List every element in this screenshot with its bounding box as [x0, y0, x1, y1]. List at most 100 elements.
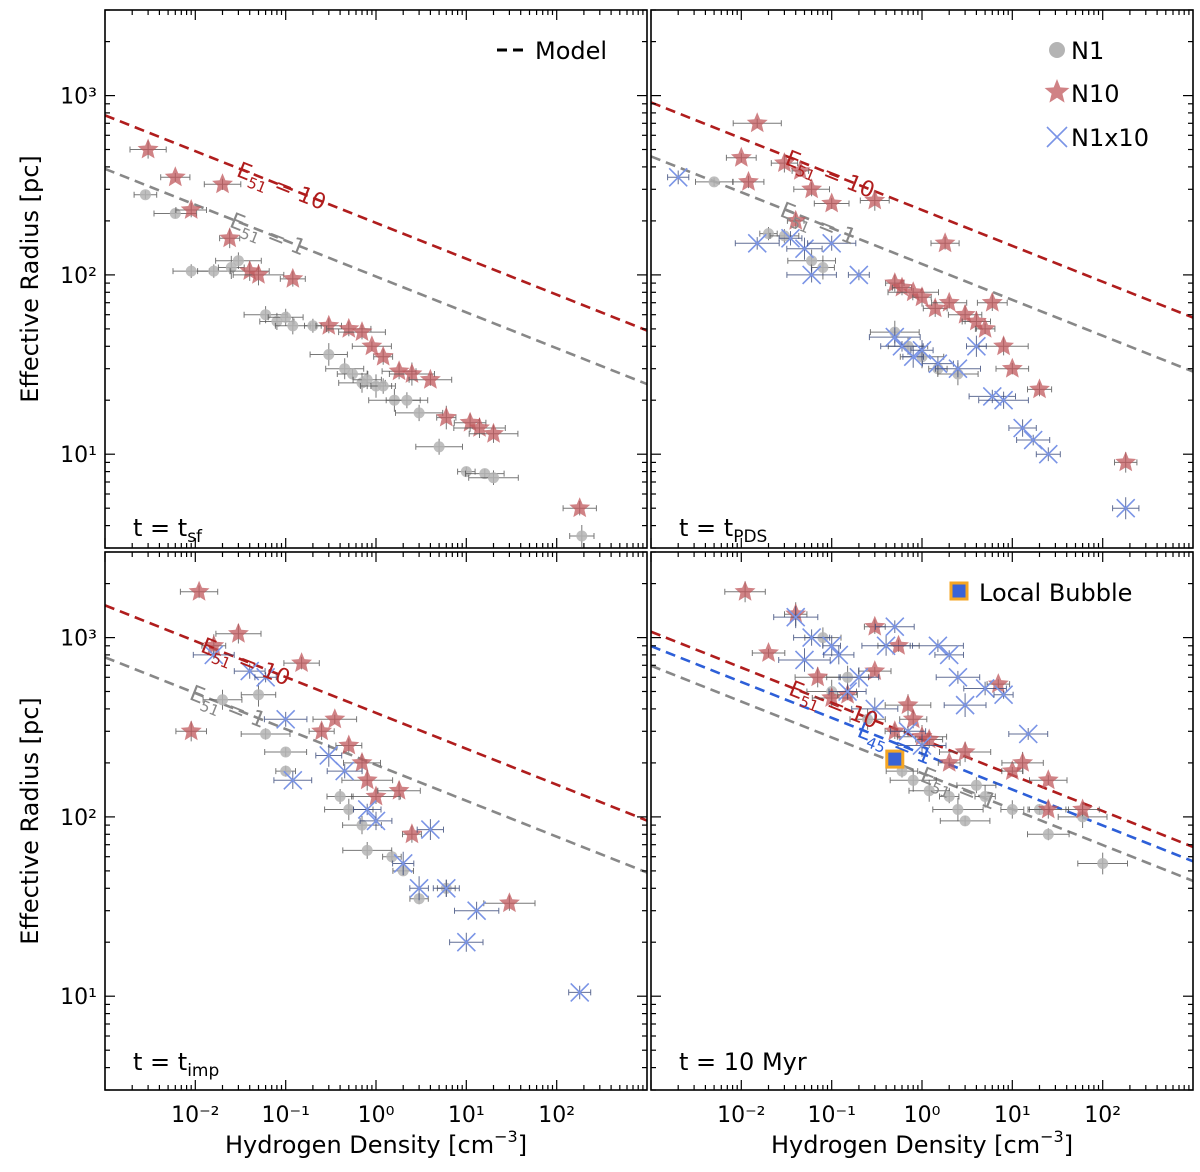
x-tick-label: 10⁻² [171, 1103, 219, 1128]
point-n1 [415, 438, 463, 455]
legend-n1x10-marker [1046, 126, 1068, 148]
n1x10-marker [319, 745, 339, 766]
point-n1 [1027, 828, 1070, 841]
n1-marker [806, 255, 818, 267]
point-n10 [922, 297, 948, 318]
n10-marker [164, 166, 186, 187]
point-n1x10 [968, 386, 1016, 407]
n1-marker [225, 262, 237, 273]
point-n1 [468, 470, 519, 485]
point-n10 [931, 291, 968, 312]
point-n1x10 [861, 635, 911, 656]
y-tick-label: 10¹ [60, 443, 97, 468]
point-n1x10 [822, 635, 842, 657]
x-tick-label: 10⁻¹ [261, 1103, 309, 1128]
x-tick-label: 10² [538, 1103, 575, 1128]
n1x10-marker [794, 239, 815, 259]
model-lines [105, 114, 647, 386]
point-n10 [351, 785, 401, 806]
n1-marker [339, 363, 351, 375]
point-n1x10 [454, 901, 500, 921]
n10-marker [1115, 451, 1137, 472]
n1x10-marker [994, 685, 1014, 705]
point-n10 [937, 751, 961, 772]
point-n1x10 [449, 932, 484, 952]
point-n1x10 [851, 697, 899, 721]
point-n1 [569, 525, 595, 547]
n10-marker [1037, 798, 1059, 819]
n10-marker [730, 146, 752, 167]
n1x10-marker [982, 386, 1002, 407]
point-n1 [274, 317, 311, 335]
point-n1x10 [912, 636, 964, 656]
point-n1x10 [921, 354, 954, 374]
n1x10-marker [456, 932, 476, 952]
n1-marker [361, 844, 373, 856]
point-n1 [939, 789, 960, 804]
n1x10-marker [276, 709, 296, 729]
n1x10-marker [876, 636, 896, 656]
n10-marker [338, 734, 360, 755]
n1x10-marker [802, 265, 822, 285]
legend-n10-marker [1044, 79, 1070, 103]
y-tick-label: 10² [60, 264, 97, 289]
point-n1 [336, 368, 369, 380]
point-n1x10 [934, 645, 964, 665]
point-n1 [810, 255, 835, 280]
point-n1x10 [1008, 724, 1049, 744]
time-label: t = 10 Myr [679, 1048, 807, 1076]
n10-marker [954, 741, 976, 761]
n1-marker [356, 819, 368, 831]
point-n1x10 [963, 678, 1007, 699]
y-tick-label: 10³ [60, 85, 97, 110]
n10-marker [401, 823, 423, 844]
point-n10 [338, 321, 386, 341]
n10-marker [401, 363, 423, 383]
n10-marker [974, 317, 996, 338]
n1x10-marker [948, 667, 968, 687]
n1-marker [817, 262, 829, 273]
point-n10 [1027, 798, 1069, 819]
n10-marker [180, 720, 202, 741]
point-n10 [175, 199, 207, 219]
x-tick-label: 10⁰ [904, 1103, 941, 1128]
point-n10 [179, 580, 219, 601]
point-n10 [335, 734, 363, 755]
n1x10-marker [420, 819, 440, 840]
point-n10 [562, 497, 597, 518]
point-n1x10 [263, 709, 308, 729]
n10-marker [356, 769, 378, 790]
point-n10 [315, 314, 342, 335]
n10-marker [351, 751, 373, 772]
n1-marker [1006, 804, 1018, 815]
y-axis-label-bottom: Effective Radius [pc] [16, 697, 44, 945]
n1-marker [260, 309, 272, 321]
point-n10 [1114, 451, 1138, 473]
n10-marker [902, 708, 924, 729]
point-n1x10 [838, 667, 880, 688]
x-tick-label: 10⁻¹ [807, 1103, 855, 1128]
n1x10-marker [802, 627, 822, 648]
n1-marker [576, 530, 588, 542]
n1x10-marker [467, 901, 487, 921]
point-n1 [932, 797, 984, 822]
point-n1x10 [943, 693, 987, 717]
point-n10 [483, 892, 536, 913]
n10-marker [884, 720, 906, 741]
point-n10 [219, 227, 241, 249]
point-n1 [956, 777, 997, 794]
model-line-red [651, 101, 1193, 319]
n10-marker [483, 422, 504, 443]
n1x10-marker [955, 695, 975, 715]
n10-marker [1001, 760, 1023, 780]
n10-marker [137, 138, 159, 159]
n1x10-marker [928, 354, 948, 374]
n10-marker [785, 209, 807, 230]
n1x10-marker [939, 645, 959, 665]
axis-ticks [650, 9, 1193, 549]
point-n10 [1027, 378, 1053, 399]
point-n1 [197, 264, 231, 278]
point-n1x10 [847, 265, 870, 285]
model-line-red [105, 114, 647, 332]
point-n1 [342, 842, 393, 859]
